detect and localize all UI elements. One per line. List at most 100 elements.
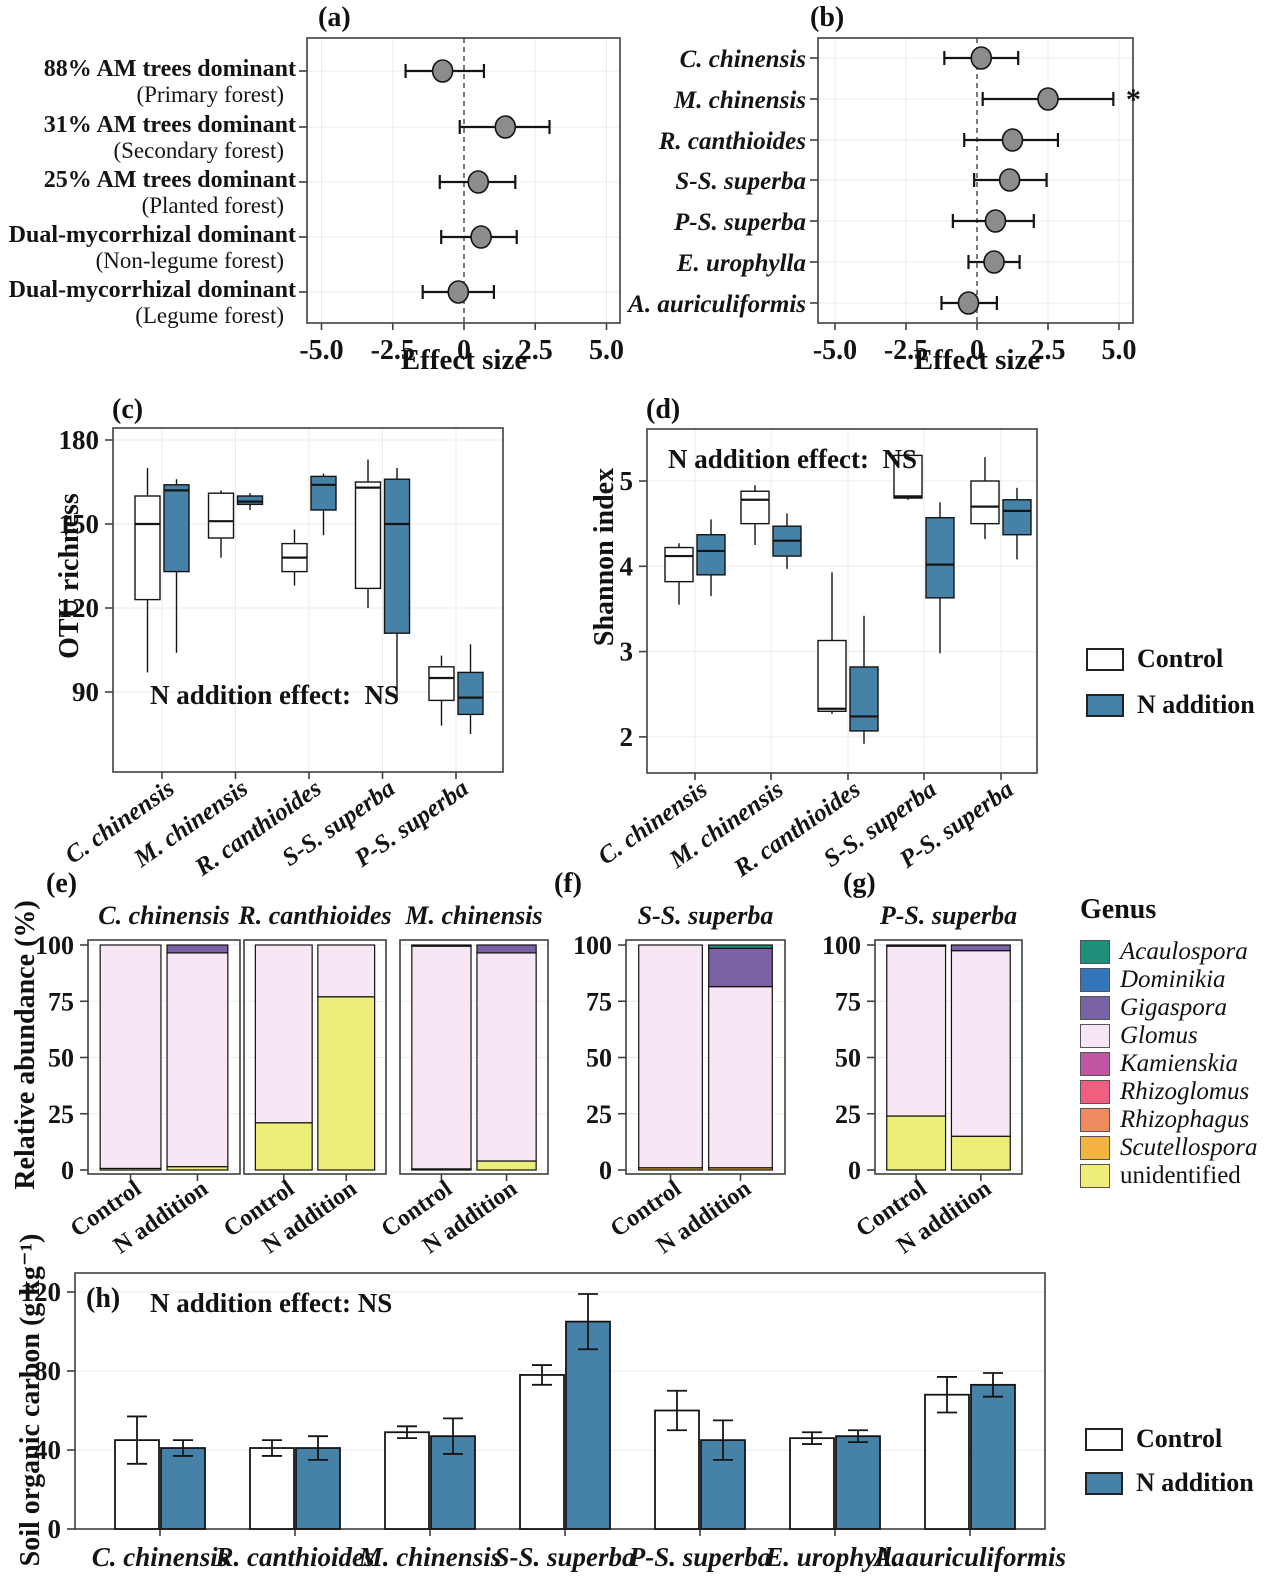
- genus-legend: Genus Acaulospora Dominikia Gigaspora Glomu…: [1080, 894, 1258, 1190]
- y-tick-label: 75: [586, 987, 612, 1016]
- row-sublabel: (Legume forest): [135, 303, 284, 328]
- bar-segment-acaulospora: [708, 944, 773, 949]
- effect-size-point: [467, 170, 490, 194]
- panel-b-letter: (b): [810, 2, 845, 33]
- y-tick-label: 120: [59, 593, 100, 623]
- control-swatch: [1086, 647, 1124, 671]
- row-label: Dual-mycorrhizal dominant: [9, 222, 296, 248]
- genus-swatch-kamienskia: [1080, 1052, 1110, 1076]
- y-tick-label: 75: [835, 987, 861, 1016]
- significance-star: *: [1126, 83, 1141, 116]
- panel-a-letter: (a): [318, 2, 351, 33]
- bar-segment-glomus: [99, 944, 162, 1170]
- genus-label: Dominikia: [1120, 966, 1226, 993]
- box-control: [970, 480, 1000, 525]
- box-control: [893, 454, 923, 499]
- genus-legend-item: Dominikia: [1080, 966, 1258, 994]
- y-tick-label: 90: [72, 677, 99, 707]
- bar-segment-dominikia: [411, 944, 472, 947]
- bar-segment-glomus: [411, 945, 472, 1170]
- genus-swatch-scutellospora: [1080, 1136, 1110, 1160]
- panel-border: [874, 939, 1023, 1175]
- box-n-addition: [236, 495, 264, 506]
- genus-swatch-unidentified: [1080, 1164, 1110, 1188]
- genus-legend-item: Gigaspora: [1080, 994, 1258, 1022]
- effect-size-point: [957, 291, 980, 315]
- n-addition-label: N addition: [1136, 1468, 1254, 1497]
- box-control: [354, 481, 382, 590]
- bar-control: [789, 1437, 835, 1530]
- genus-swatch-rhizoglomus: [1080, 1080, 1110, 1104]
- x-tick-label: -5.0: [813, 335, 857, 366]
- row-label: 25% AM trees dominant: [44, 167, 296, 193]
- bar-segment-glomus: [317, 944, 376, 998]
- x-tick-label: 0: [970, 335, 984, 366]
- box-n-addition: [163, 484, 190, 573]
- n-addition-label: N addition: [1137, 690, 1255, 719]
- x-tick-label: 2.5: [518, 335, 553, 366]
- y-tick-label: 50: [835, 1044, 861, 1073]
- x-category-label: C. chinensis: [92, 1542, 229, 1572]
- facet-title: M. chinensis: [404, 901, 542, 930]
- genus-label: Kamienskia: [1120, 1050, 1239, 1077]
- genus-label: Rhizoglomus: [1120, 1078, 1250, 1105]
- row-label: S-S. superba: [675, 168, 806, 195]
- bar-n-addition: [565, 1320, 611, 1530]
- bar-segment-glomus: [476, 952, 537, 1162]
- x-category-label: S-S. superba: [494, 1542, 635, 1572]
- legend-row-control: Control: [1086, 644, 1255, 674]
- panel-h-letter: (h): [86, 1283, 121, 1314]
- y-tick-label: 50: [48, 1044, 74, 1073]
- y-tick-label: 25: [48, 1100, 74, 1129]
- x-tick-label: -2.5: [371, 335, 415, 366]
- y-tick-label: 40: [34, 1435, 61, 1465]
- row-label: Dual-mycorrhizal dominant: [9, 277, 296, 303]
- panel-c-ylabel: OTU richness: [54, 493, 85, 659]
- n-addition-swatch: [1086, 693, 1124, 717]
- genus-label: Glomus: [1120, 1022, 1198, 1049]
- bar-segment-gigaspora: [950, 944, 1011, 952]
- effect-size-point: [1037, 87, 1059, 111]
- box-n-addition: [383, 478, 411, 634]
- box-control: [664, 546, 694, 583]
- genus-legend-item: Acaulospora: [1080, 938, 1258, 966]
- bar-n-addition: [835, 1435, 881, 1530]
- genus-legend-item: unidentified: [1080, 1162, 1258, 1190]
- bar-segment-unidentified: [886, 1115, 947, 1171]
- y-tick-label: 25: [835, 1100, 861, 1129]
- box-n-addition: [925, 516, 955, 599]
- bar-control: [519, 1374, 565, 1530]
- box-n-addition: [1002, 499, 1032, 536]
- genus-label: Acaulospora: [1120, 938, 1248, 965]
- effect-size-point: [431, 59, 454, 83]
- panel-c-letter: (c): [112, 394, 144, 425]
- y-tick-label: 100: [822, 931, 861, 960]
- bar-segment-glomus: [886, 945, 947, 1117]
- control-swatch: [1085, 1427, 1123, 1451]
- facet-title: R. canthioides: [237, 901, 391, 930]
- bar-segment-unidentified: [254, 1122, 313, 1171]
- panel-b-xlabel: Effect size: [913, 344, 1041, 376]
- box-control: [817, 639, 847, 713]
- bar-n-addition: [295, 1447, 341, 1530]
- row-label: A. auriculiformis: [626, 291, 806, 318]
- panel-border: [646, 428, 1038, 774]
- y-tick-label: 2: [620, 722, 634, 752]
- panel-g-letter: (g): [843, 868, 876, 899]
- facet-title: S-S. superba: [638, 901, 774, 930]
- effect-size-point: [494, 115, 517, 139]
- genus-legend-item: Scutellospora: [1080, 1134, 1258, 1162]
- effect-size-point: [998, 168, 1021, 192]
- x-tick-label: -2.5: [884, 335, 928, 366]
- genus-label: unidentified: [1120, 1162, 1241, 1189]
- bar-segment-gigaspora: [886, 944, 947, 947]
- facet-title: C. chinensis: [98, 901, 230, 930]
- y-tick-label: 0: [848, 1156, 861, 1185]
- bar-segment-gigaspora: [166, 944, 229, 954]
- bar-segment-glomus: [166, 952, 229, 1168]
- genus-label: Gigaspora: [1120, 994, 1227, 1021]
- row-label: M. chinensis: [673, 87, 806, 114]
- genus-swatch-rhizophagus: [1080, 1108, 1110, 1132]
- effect-size-point: [447, 280, 470, 304]
